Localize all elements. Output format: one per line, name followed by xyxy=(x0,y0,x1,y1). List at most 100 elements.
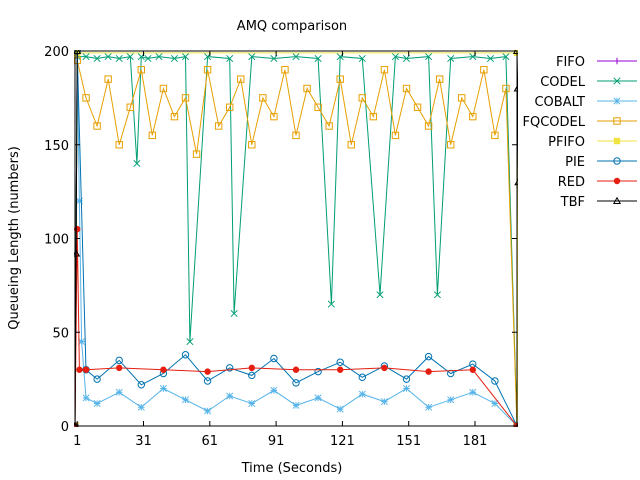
data-point-codel xyxy=(181,53,190,61)
data-point-codel xyxy=(230,309,238,318)
data-point-cobalt xyxy=(82,394,90,402)
data-point-codel xyxy=(486,54,495,63)
series-line-red xyxy=(74,229,518,427)
data-point-pie xyxy=(226,364,234,372)
data-point-red xyxy=(82,366,90,373)
data-point-fqcodel xyxy=(214,122,223,130)
data-point-fqcodel xyxy=(292,131,300,140)
data-point-fqcodel xyxy=(402,84,411,93)
data-point-pfifo xyxy=(513,50,518,57)
legend-marker xyxy=(613,137,621,145)
legend-marker xyxy=(613,157,621,165)
data-point-red xyxy=(160,366,167,373)
data-point-tbf xyxy=(514,178,518,186)
x-tick-label: 31 xyxy=(135,434,152,449)
data-point-cobalt xyxy=(491,399,499,408)
legend-label: TBF xyxy=(560,195,585,210)
legend: FIFO CODEL COBALT FQCODEL PFIFO PIE RED TBF xyxy=(523,55,637,210)
data-point-codel xyxy=(292,53,300,61)
data-point-fqcodel xyxy=(336,75,344,83)
y-axis-label: Queueing Length (numbers) xyxy=(7,146,22,330)
data-point-pie xyxy=(336,358,344,366)
data-point-fqcodel xyxy=(82,94,90,102)
data-point-fqcodel xyxy=(237,75,245,83)
legend-entry-tbf: TBF xyxy=(560,195,637,210)
data-point-fqcodel xyxy=(281,66,289,74)
y-tick-label: 0 xyxy=(61,420,69,435)
data-point-codel xyxy=(82,53,90,61)
data-point-codel xyxy=(433,291,441,299)
data-point-fqcodel xyxy=(369,112,378,121)
x-tick-label: 1 xyxy=(73,434,81,449)
data-point-codel xyxy=(93,54,101,63)
data-point-pie xyxy=(402,375,411,383)
data-point-codel xyxy=(248,53,256,61)
data-point-fqcodel xyxy=(126,103,134,111)
data-point-fqcodel xyxy=(226,103,234,111)
data-point-fqcodel xyxy=(248,141,256,149)
legend-label: PFIFO xyxy=(548,135,585,150)
data-point-pie xyxy=(137,381,146,389)
data-point-codel xyxy=(170,54,179,63)
data-point-fqcodel xyxy=(159,84,168,93)
data-point-fqcodel xyxy=(170,112,179,121)
legend-entry-cobalt: COBALT xyxy=(534,95,637,110)
data-point-fqcodel xyxy=(259,94,267,102)
data-point-pie xyxy=(248,371,256,380)
data-point-pie xyxy=(292,379,300,387)
legend-label: CODEL xyxy=(540,75,586,90)
data-point-cobalt xyxy=(204,407,212,415)
x-tick-label: 151 xyxy=(396,434,421,449)
data-point-fqcodel xyxy=(203,66,212,74)
x-tick-label: 121 xyxy=(330,434,355,449)
data-point-cobalt xyxy=(93,399,101,408)
legend-entry-red: RED xyxy=(558,175,637,190)
data-point-cobalt xyxy=(402,384,411,393)
data-point-codel xyxy=(104,53,112,61)
data-point-red xyxy=(381,364,388,372)
series-codel xyxy=(74,53,518,427)
data-point-codel xyxy=(126,53,134,61)
data-point-cobalt xyxy=(380,398,388,406)
legend-marker xyxy=(613,77,621,85)
data-point-cobalt xyxy=(425,403,433,411)
data-point-fqcodel xyxy=(104,75,112,83)
data-point-fqcodel xyxy=(115,141,123,149)
data-point-red xyxy=(74,225,81,233)
data-point-fqcodel xyxy=(502,84,510,93)
data-point-codel xyxy=(391,53,400,61)
chart-title: AMQ comparison xyxy=(237,19,347,34)
x-tick-label: 91 xyxy=(268,434,285,449)
data-point-codel xyxy=(115,54,123,63)
y-tick-label: 150 xyxy=(44,139,69,154)
data-point-pie xyxy=(424,352,433,361)
data-point-cobalt xyxy=(336,405,344,413)
data-point-codel xyxy=(425,53,433,61)
data-point-cobalt xyxy=(469,388,477,396)
data-point-codel xyxy=(144,54,152,63)
legend-marker xyxy=(613,97,621,105)
data-point-pie xyxy=(358,373,366,381)
data-point-codel xyxy=(155,53,163,61)
legend-label: FQCODEL xyxy=(523,115,586,130)
data-point-red xyxy=(116,364,123,372)
legend-marker xyxy=(613,117,621,125)
data-point-codel xyxy=(314,54,322,63)
data-point-cobalt xyxy=(181,396,190,404)
data-point-cobalt xyxy=(115,388,123,396)
data-point-pie xyxy=(203,377,212,385)
data-point-cobalt xyxy=(314,394,322,402)
legend-marker xyxy=(613,177,621,185)
data-point-pie xyxy=(93,375,101,383)
y-tick-label: 50 xyxy=(52,326,69,341)
data-point-cobalt xyxy=(248,399,256,408)
data-point-pie xyxy=(314,367,322,376)
data-point-pie xyxy=(181,351,190,359)
data-point-tbf xyxy=(516,423,518,427)
data-point-codel xyxy=(133,159,141,168)
legend-entry-fifo: FIFO xyxy=(556,55,637,70)
x-axis-label: Time (Seconds) xyxy=(241,461,343,476)
data-point-fqcodel xyxy=(380,66,389,74)
data-point-fqcodel xyxy=(93,122,101,130)
